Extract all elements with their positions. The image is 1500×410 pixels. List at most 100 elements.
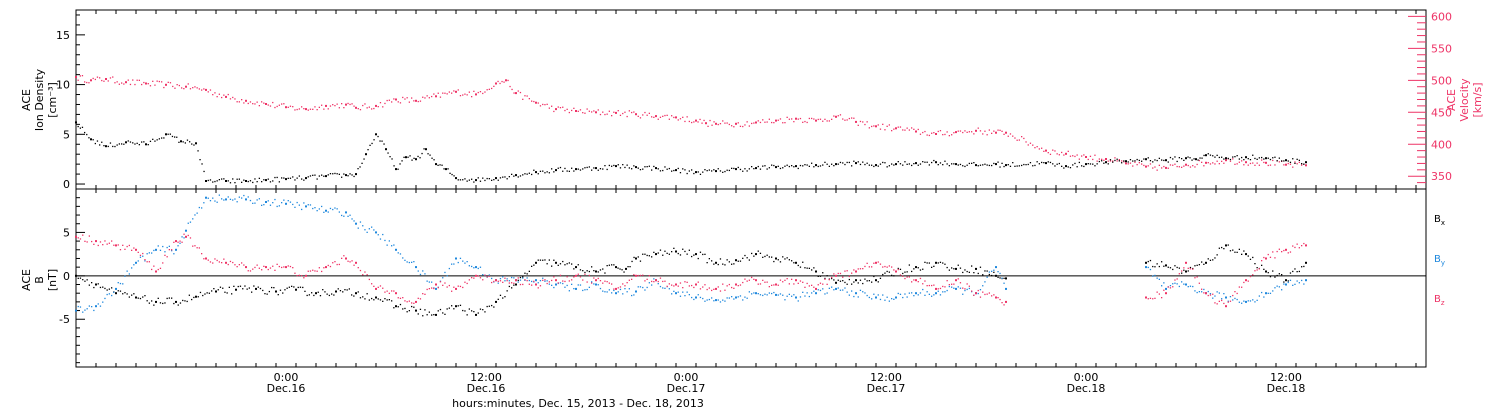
- data-dot: [1281, 289, 1283, 291]
- data-dot: [953, 287, 955, 289]
- data-dot: [399, 253, 402, 255]
- data-dot: [108, 288, 110, 290]
- data-dot: [1052, 163, 1054, 165]
- data-dot: [806, 267, 808, 269]
- data-point: [915, 130, 917, 133]
- data-dot: [1298, 161, 1300, 163]
- data-dot: [864, 292, 866, 294]
- data-dot: [1216, 254, 1218, 256]
- data-dot: [296, 275, 298, 277]
- data-dot: [314, 106, 316, 108]
- data-dot: [1267, 253, 1269, 256]
- data-dot: [973, 162, 975, 164]
- data-point: [435, 283, 437, 286]
- data-dot: [839, 161, 842, 164]
- data-dot: [866, 262, 868, 264]
- data-dot: [517, 281, 519, 283]
- data-dot: [1076, 166, 1078, 168]
- data-dot: [1043, 162, 1045, 164]
- data-dot: [899, 293, 902, 295]
- data-dot: [797, 167, 799, 170]
- data-dot: [482, 279, 484, 281]
- data-point: [1105, 161, 1107, 164]
- data-dot: [1158, 265, 1160, 268]
- data-dot: [924, 261, 926, 263]
- data-dot: [184, 142, 186, 144]
- data-dot: [542, 170, 544, 172]
- data-dot: [788, 259, 790, 261]
- data-dot: [513, 92, 515, 94]
- data-dot: [531, 284, 533, 286]
- y-tick-label: 0: [63, 270, 70, 283]
- data-dot: [1181, 281, 1183, 283]
- data-dot: [688, 285, 690, 287]
- data-dot: [906, 276, 908, 278]
- data-dot: [526, 280, 528, 282]
- data-dot: [599, 280, 602, 282]
- data-dot: [886, 296, 888, 298]
- data-dot: [651, 116, 653, 118]
- data-dot: [1158, 157, 1160, 159]
- data-dot: [653, 278, 655, 280]
- data-dot: [982, 291, 984, 293]
- data-point: [1085, 163, 1087, 166]
- data-dot: [464, 93, 466, 95]
- data-point: [975, 292, 977, 295]
- data-dot: [279, 289, 282, 291]
- data-dot: [828, 165, 830, 167]
- data-point: [1285, 159, 1287, 162]
- data-dot: [207, 259, 209, 261]
- data-dot: [888, 165, 890, 167]
- data-point: [145, 82, 147, 85]
- data-dot: [857, 161, 859, 163]
- data-dot: [1249, 300, 1252, 302]
- data-point: [795, 117, 797, 120]
- data-dot: [966, 164, 968, 166]
- data-dot: [631, 294, 633, 297]
- data-dot: [948, 165, 950, 167]
- data-dot: [1134, 161, 1136, 163]
- data-dot: [488, 274, 490, 276]
- data-dot: [682, 287, 684, 289]
- data-dot: [608, 289, 610, 291]
- data-dot: [128, 244, 130, 247]
- data-dot: [433, 314, 435, 316]
- data-dot: [864, 278, 866, 280]
- data-dot: [739, 260, 742, 262]
- data-dot: [1214, 257, 1216, 259]
- data-dot: [442, 92, 444, 94]
- data-dot: [686, 116, 688, 118]
- data-dot: [697, 171, 699, 173]
- data-point: [1245, 300, 1247, 303]
- data-dot: [399, 102, 402, 104]
- data-dot: [686, 291, 688, 293]
- data-dot: [364, 298, 366, 300]
- data-dot: [1209, 163, 1212, 165]
- data-dot: [221, 198, 223, 200]
- data-dot: [471, 96, 473, 98]
- data-dot: [388, 299, 390, 301]
- data-dot: [639, 169, 642, 171]
- data-dot: [886, 166, 888, 168]
- data-dot: [1261, 260, 1263, 262]
- data-dot: [1003, 277, 1005, 279]
- data-dot: [99, 241, 102, 243]
- data-dot: [1216, 154, 1218, 156]
- data-point: [775, 166, 777, 169]
- data-dot: [147, 144, 149, 146]
- data-dot: [502, 176, 504, 178]
- data-dot: [1141, 163, 1143, 165]
- y-tick-label: 500: [1431, 74, 1452, 87]
- data-dot: [347, 215, 349, 217]
- data-dot: [611, 283, 613, 285]
- data-dot: [1227, 157, 1229, 160]
- data-dot: [784, 299, 786, 301]
- data-dot: [163, 86, 165, 89]
- data-dot: [991, 274, 993, 277]
- data-point: [1305, 244, 1307, 247]
- data-dot: [831, 276, 833, 279]
- data-dot: [391, 290, 393, 292]
- data-dot: [1038, 148, 1040, 150]
- data-point: [475, 93, 477, 96]
- data-dot: [557, 167, 559, 169]
